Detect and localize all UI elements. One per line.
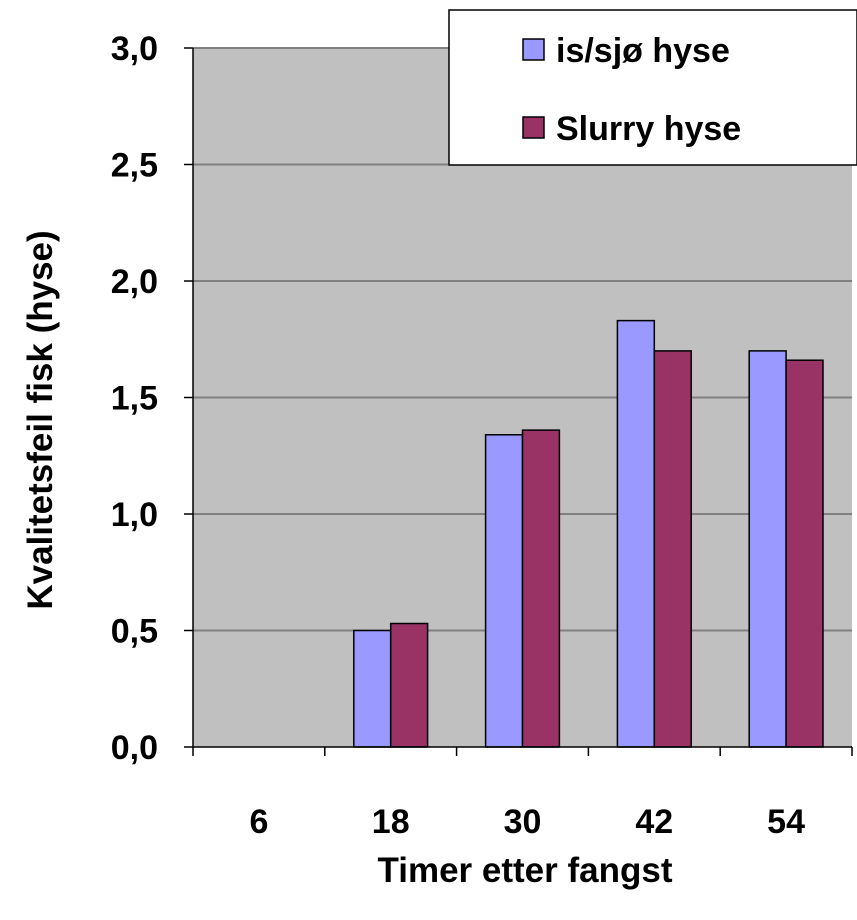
y-tick-label: 1,0 bbox=[111, 496, 158, 534]
bar bbox=[616, 319, 656, 748]
axes bbox=[184, 47, 853, 756]
bar bbox=[521, 429, 561, 748]
x-tick-labels: 6 18 30 42 54 bbox=[249, 803, 805, 841]
bar bbox=[653, 350, 692, 748]
legend-label-is-sjo: is/sjø hyse bbox=[556, 32, 730, 70]
bar bbox=[389, 622, 429, 748]
x-tick-label: 42 bbox=[635, 803, 673, 841]
bar bbox=[484, 434, 524, 748]
bars bbox=[353, 319, 824, 748]
y-tick-labels: 0,0 0,5 1,0 1,5 2,0 2,5 3,0 bbox=[111, 30, 158, 767]
y-tick-label: 2,5 bbox=[111, 147, 158, 185]
y-tick-label: 3,0 bbox=[111, 30, 158, 68]
x-axis-title: Timer etter fangst bbox=[378, 851, 673, 890]
y-tick-label: 0,5 bbox=[111, 613, 158, 651]
legend-box bbox=[448, 9, 857, 166]
legend-swatch-slurry bbox=[522, 116, 545, 139]
y-tick-label: 1,5 bbox=[111, 380, 158, 418]
y-tick-label: 2,0 bbox=[111, 263, 158, 301]
x-tick-label: 18 bbox=[372, 803, 410, 841]
legend-swatch-is-sjo bbox=[522, 38, 545, 61]
bar bbox=[748, 350, 787, 748]
y-axis-title: Kvalitetsfeil fisk (hyse) bbox=[21, 230, 60, 609]
legend-label-slurry: Slurry hyse bbox=[556, 110, 741, 148]
bar bbox=[785, 359, 824, 748]
legend: is/sjø hyse Slurry hyse bbox=[448, 9, 857, 166]
x-tick-label: 30 bbox=[504, 803, 542, 841]
y-tick-label: 0,0 bbox=[111, 729, 158, 767]
x-tick-label: 54 bbox=[767, 803, 805, 841]
bar bbox=[353, 629, 392, 748]
x-tick-label: 6 bbox=[249, 803, 268, 841]
